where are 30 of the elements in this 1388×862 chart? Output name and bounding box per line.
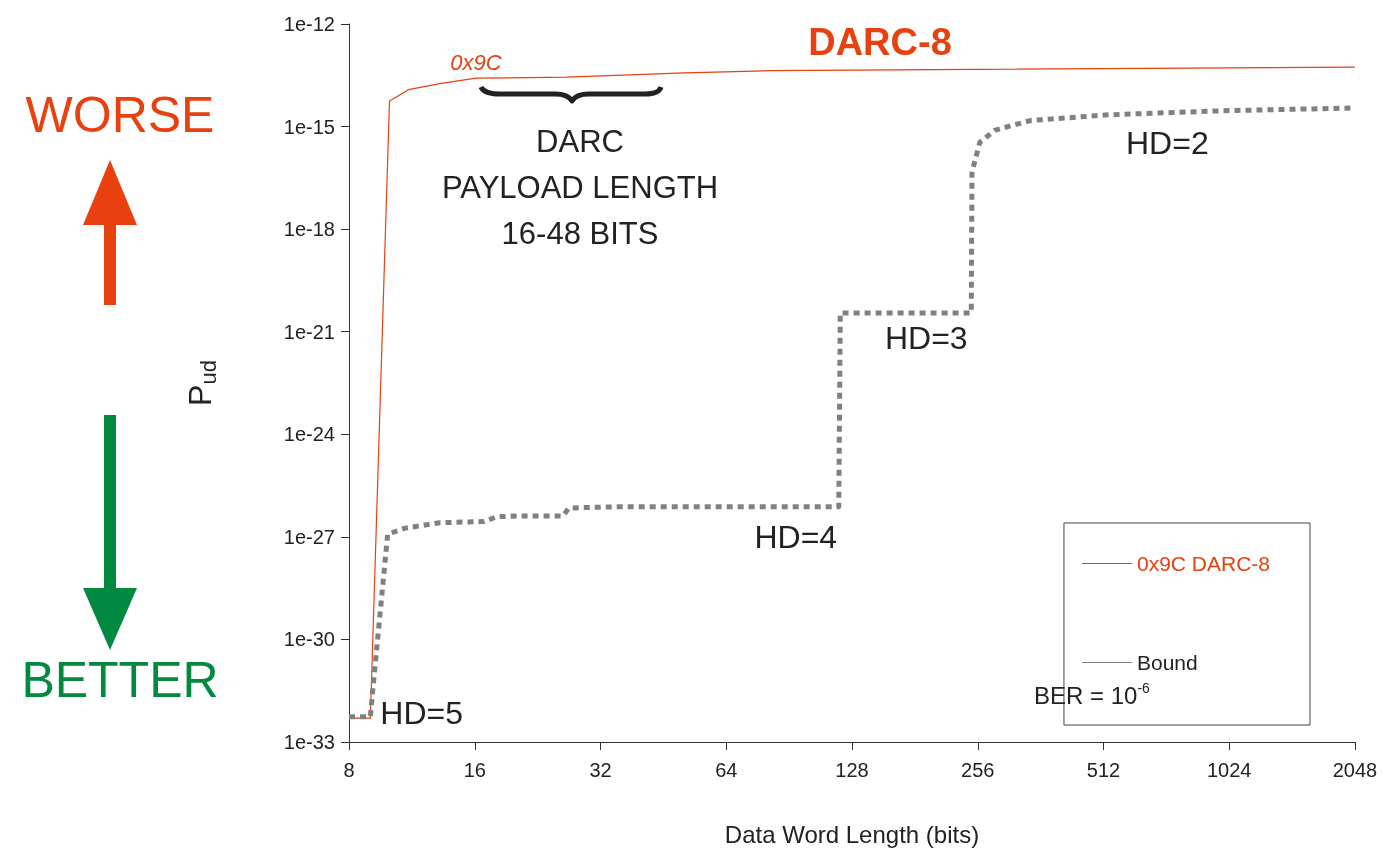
annotation: 0x9C	[450, 49, 502, 75]
annotation: HD=5	[380, 694, 464, 731]
y-tick-label: 1e-21	[283, 320, 335, 343]
x-tick-label: 256	[961, 759, 995, 781]
y-tick-label: 1e-18	[283, 218, 335, 241]
x-tick-label: 512	[1086, 759, 1121, 781]
x-tick-label: 64	[715, 759, 738, 781]
y-tick-label: 1e-12	[283, 13, 335, 35]
x-tick-label: 1024	[1207, 759, 1252, 781]
annotation: DARC-8	[808, 21, 952, 63]
annotation: HD=4	[754, 518, 838, 555]
y-tick-label: 1e-30	[283, 628, 335, 651]
text: BETTER	[21, 652, 219, 708]
annotation: HD=2	[1126, 124, 1209, 161]
annotation: DARC PAYLOAD LENGTH 16-48 BITS	[441, 123, 719, 251]
y-tick-label: 1e-15	[283, 115, 335, 138]
y-axis-title: Pud	[182, 360, 221, 406]
text: WORSE	[25, 87, 215, 143]
y-tick-label: 1e-33	[283, 731, 335, 753]
x-tick-label: 32	[589, 759, 612, 781]
x-tick-label: 8	[343, 759, 355, 781]
x-axis-title: Data Word Length (bits)	[724, 820, 980, 848]
x-tick-label: 2048	[1332, 759, 1378, 781]
x-tick-label: 16	[463, 759, 486, 781]
y-tick-label: 1e-27	[283, 525, 335, 548]
x-tick-label: 128	[835, 759, 869, 781]
annotation: HD=3	[884, 320, 968, 357]
legend-label: Bound	[1136, 651, 1198, 674]
y-tick-label: 1e-24	[283, 423, 335, 446]
legend-label: 0x9C DARC-8	[1136, 552, 1271, 575]
